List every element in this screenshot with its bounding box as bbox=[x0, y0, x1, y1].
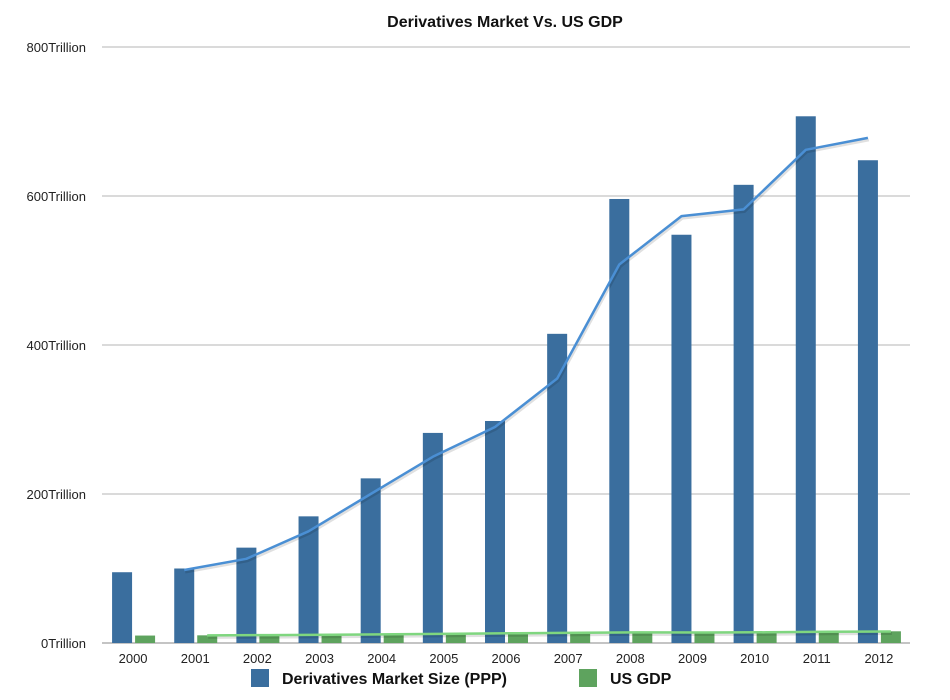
bar-derivatives bbox=[360, 478, 381, 643]
bar-derivatives bbox=[795, 116, 816, 643]
x-tick-label: 2007 bbox=[554, 651, 583, 666]
bar-derivatives bbox=[112, 572, 133, 643]
trendline-us-gdp bbox=[207, 630, 891, 637]
trendline-shadow bbox=[208, 632, 892, 639]
y-tick-label: 400Trillion bbox=[27, 338, 87, 353]
y-tick-label: 0Trillion bbox=[41, 636, 86, 651]
bars bbox=[112, 116, 901, 644]
x-tick-label: 2010 bbox=[740, 651, 769, 666]
legend-label: Derivatives Market Size (PPP) bbox=[282, 671, 507, 688]
bar-us-gdp bbox=[632, 632, 653, 643]
bar-derivatives bbox=[857, 160, 878, 644]
bar-derivatives bbox=[733, 184, 754, 643]
bar-us-gdp bbox=[756, 632, 777, 643]
legend: Derivatives Market Size (PPP) US GDP bbox=[251, 669, 672, 688]
bar-derivatives bbox=[298, 516, 319, 643]
grid bbox=[102, 46, 910, 644]
bar-us-gdp bbox=[570, 632, 591, 643]
chart-title: Derivatives Market Vs. US GDP bbox=[387, 14, 623, 31]
bar-derivatives bbox=[671, 234, 692, 644]
legend-swatch bbox=[579, 669, 597, 687]
x-tick-label: 2002 bbox=[243, 651, 272, 666]
x-tick-label: 2005 bbox=[429, 651, 458, 666]
bar-derivatives bbox=[422, 432, 443, 643]
bar-derivatives bbox=[609, 198, 630, 644]
x-tick-label: 2006 bbox=[492, 651, 521, 666]
x-tick-label: 2008 bbox=[616, 651, 645, 666]
legend-label: US GDP bbox=[610, 671, 672, 688]
x-tick-label: 2003 bbox=[305, 651, 334, 666]
bar-us-gdp bbox=[135, 635, 156, 643]
x-tick-label: 2004 bbox=[367, 651, 396, 666]
y-tick-label: 800Trillion bbox=[27, 40, 87, 55]
y-tick-label: 600Trillion bbox=[27, 189, 87, 204]
bar-us-gdp bbox=[197, 635, 218, 643]
bar-us-gdp bbox=[445, 633, 466, 643]
bar-us-gdp bbox=[880, 631, 901, 643]
bar-us-gdp bbox=[694, 632, 715, 643]
x-tick-label: 2012 bbox=[864, 651, 893, 666]
bar-derivatives bbox=[485, 420, 505, 643]
legend-swatch bbox=[251, 669, 269, 687]
trendline-derivatives bbox=[183, 136, 869, 572]
bar-derivatives bbox=[174, 568, 195, 643]
x-tick-label: 2011 bbox=[803, 651, 831, 666]
bar-us-gdp bbox=[818, 631, 839, 643]
trendlines bbox=[183, 136, 892, 639]
bar-derivatives bbox=[236, 547, 257, 643]
x-tick-label: 2000 bbox=[119, 651, 148, 666]
trendline-shadow bbox=[184, 138, 870, 574]
bar-us-gdp bbox=[259, 635, 280, 643]
x-tick-label: 2009 bbox=[678, 651, 707, 666]
y-axis: 0Trillion 200Trillion 400Trillion 600Trilli… bbox=[27, 40, 87, 651]
x-tick-label: 2001 bbox=[181, 651, 210, 666]
bar-us-gdp bbox=[508, 633, 528, 643]
bar-us-gdp bbox=[321, 634, 342, 643]
bar-derivatives bbox=[547, 333, 568, 643]
bar-us-gdp bbox=[383, 634, 404, 643]
x-axis: 2000 2001 2002 2003 2004 2005 2006 2007 2008 2009… bbox=[119, 651, 894, 666]
y-tick-label: 200Trillion bbox=[27, 487, 87, 502]
